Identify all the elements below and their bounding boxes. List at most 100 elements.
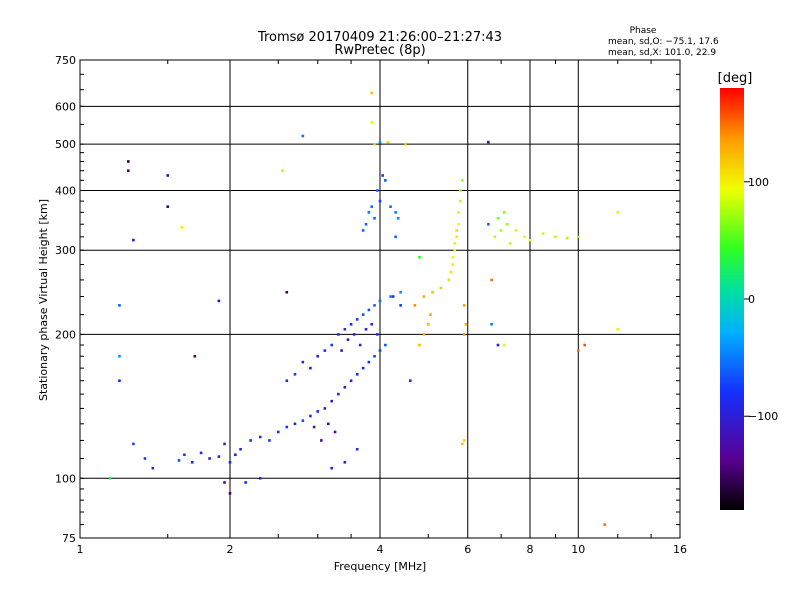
- data-point: [367, 308, 371, 312]
- data-point: [361, 229, 365, 232]
- x-tick-label: 10: [571, 543, 585, 556]
- data-point: [367, 360, 371, 364]
- phase-stats-heading: Phase: [630, 26, 657, 36]
- data-point: [451, 255, 455, 259]
- data-point: [462, 304, 466, 307]
- data-point: [126, 160, 130, 163]
- data-point: [391, 295, 395, 298]
- data-point: [389, 205, 392, 208]
- data-point: [576, 235, 580, 239]
- data-point: [496, 343, 500, 347]
- data-point: [508, 242, 512, 245]
- data-point: [386, 140, 390, 144]
- data-point: [327, 422, 330, 426]
- data-point: [378, 199, 382, 203]
- data-point: [378, 299, 382, 303]
- data-point: [309, 366, 312, 370]
- data-point: [565, 236, 569, 240]
- data-point: [166, 174, 170, 177]
- data-point: [455, 229, 458, 232]
- chart-subtitle: RwPretec (8p): [334, 43, 425, 58]
- data-point: [126, 169, 130, 173]
- data-point: [208, 457, 211, 460]
- data-point: [373, 142, 376, 146]
- y-tick-label: 100: [55, 472, 76, 485]
- data-point: [343, 386, 347, 389]
- data-point: [316, 410, 320, 413]
- data-point: [373, 216, 376, 220]
- data-point: [190, 461, 194, 464]
- data-point: [343, 327, 347, 331]
- data-point: [459, 189, 462, 192]
- data-point: [337, 392, 340, 396]
- x-tick-label: 16: [673, 543, 687, 556]
- data-point: [378, 140, 382, 144]
- data-point: [183, 453, 186, 457]
- data-point: [373, 354, 376, 358]
- data-point: [490, 322, 493, 326]
- data-point: [384, 343, 387, 347]
- data-point: [464, 322, 468, 326]
- data-point: [426, 322, 430, 326]
- y-tick-label: 300: [55, 244, 76, 257]
- data-point: [293, 422, 297, 426]
- data-point: [616, 327, 620, 331]
- phase-stats-x: mean, sd,X: 101.0, 22.9: [608, 48, 716, 58]
- phase-stats-o: mean, sd,O: −75.1, 17.6: [608, 37, 719, 47]
- y-tick-label: 750: [55, 54, 76, 67]
- data-point: [217, 299, 221, 303]
- phase-colorbar: [deg] 100 0 −100: [718, 71, 778, 510]
- data-point: [422, 295, 426, 298]
- data-point: [541, 232, 545, 235]
- data-point: [394, 211, 397, 214]
- colorbar-gradient: [720, 88, 744, 510]
- data-point: [228, 492, 232, 495]
- data-point: [455, 235, 458, 239]
- data-point: [323, 407, 327, 410]
- data-point: [309, 414, 312, 418]
- data-point: [217, 455, 221, 458]
- data-point: [346, 338, 350, 341]
- data-point: [118, 354, 121, 358]
- data-point: [355, 373, 359, 376]
- data-point: [378, 349, 382, 352]
- data-point: [375, 333, 379, 336]
- data-point: [180, 226, 184, 229]
- data-point: [258, 476, 262, 480]
- data-point: [528, 238, 532, 242]
- data-point: [234, 453, 237, 457]
- x-tick-label: 6: [464, 543, 471, 556]
- data-point: [457, 222, 460, 226]
- data-point: [320, 439, 323, 442]
- chart-title: Tromsø 20170409 21:26:00–21:27:43: [257, 30, 502, 45]
- data-point: [422, 333, 426, 336]
- data-point: [447, 278, 451, 282]
- data-point: [132, 442, 135, 446]
- data-point: [496, 216, 500, 220]
- data-point: [399, 304, 402, 307]
- y-tick-label: 200: [55, 328, 76, 341]
- data-point: [616, 211, 620, 214]
- data-point: [404, 142, 407, 146]
- data-point: [493, 235, 497, 239]
- data-point: [583, 343, 586, 347]
- data-point: [330, 466, 334, 470]
- data-point: [487, 222, 490, 226]
- data-point: [523, 235, 526, 239]
- data-point: [399, 290, 402, 294]
- data-point: [151, 466, 155, 470]
- data-point: [453, 248, 457, 252]
- data-point: [370, 121, 374, 124]
- data-point: [554, 235, 557, 239]
- data-point: [166, 205, 170, 208]
- colorbar-tick-label: 100: [748, 176, 769, 189]
- data-point: [431, 290, 434, 294]
- data-point: [451, 263, 455, 266]
- data-point: [375, 189, 379, 192]
- data-point: [370, 322, 374, 326]
- data-point: [343, 461, 347, 464]
- data-point: [460, 442, 464, 446]
- colorbar-tick-label: 0: [748, 293, 755, 306]
- data-point: [358, 343, 362, 347]
- data-point: [460, 179, 464, 182]
